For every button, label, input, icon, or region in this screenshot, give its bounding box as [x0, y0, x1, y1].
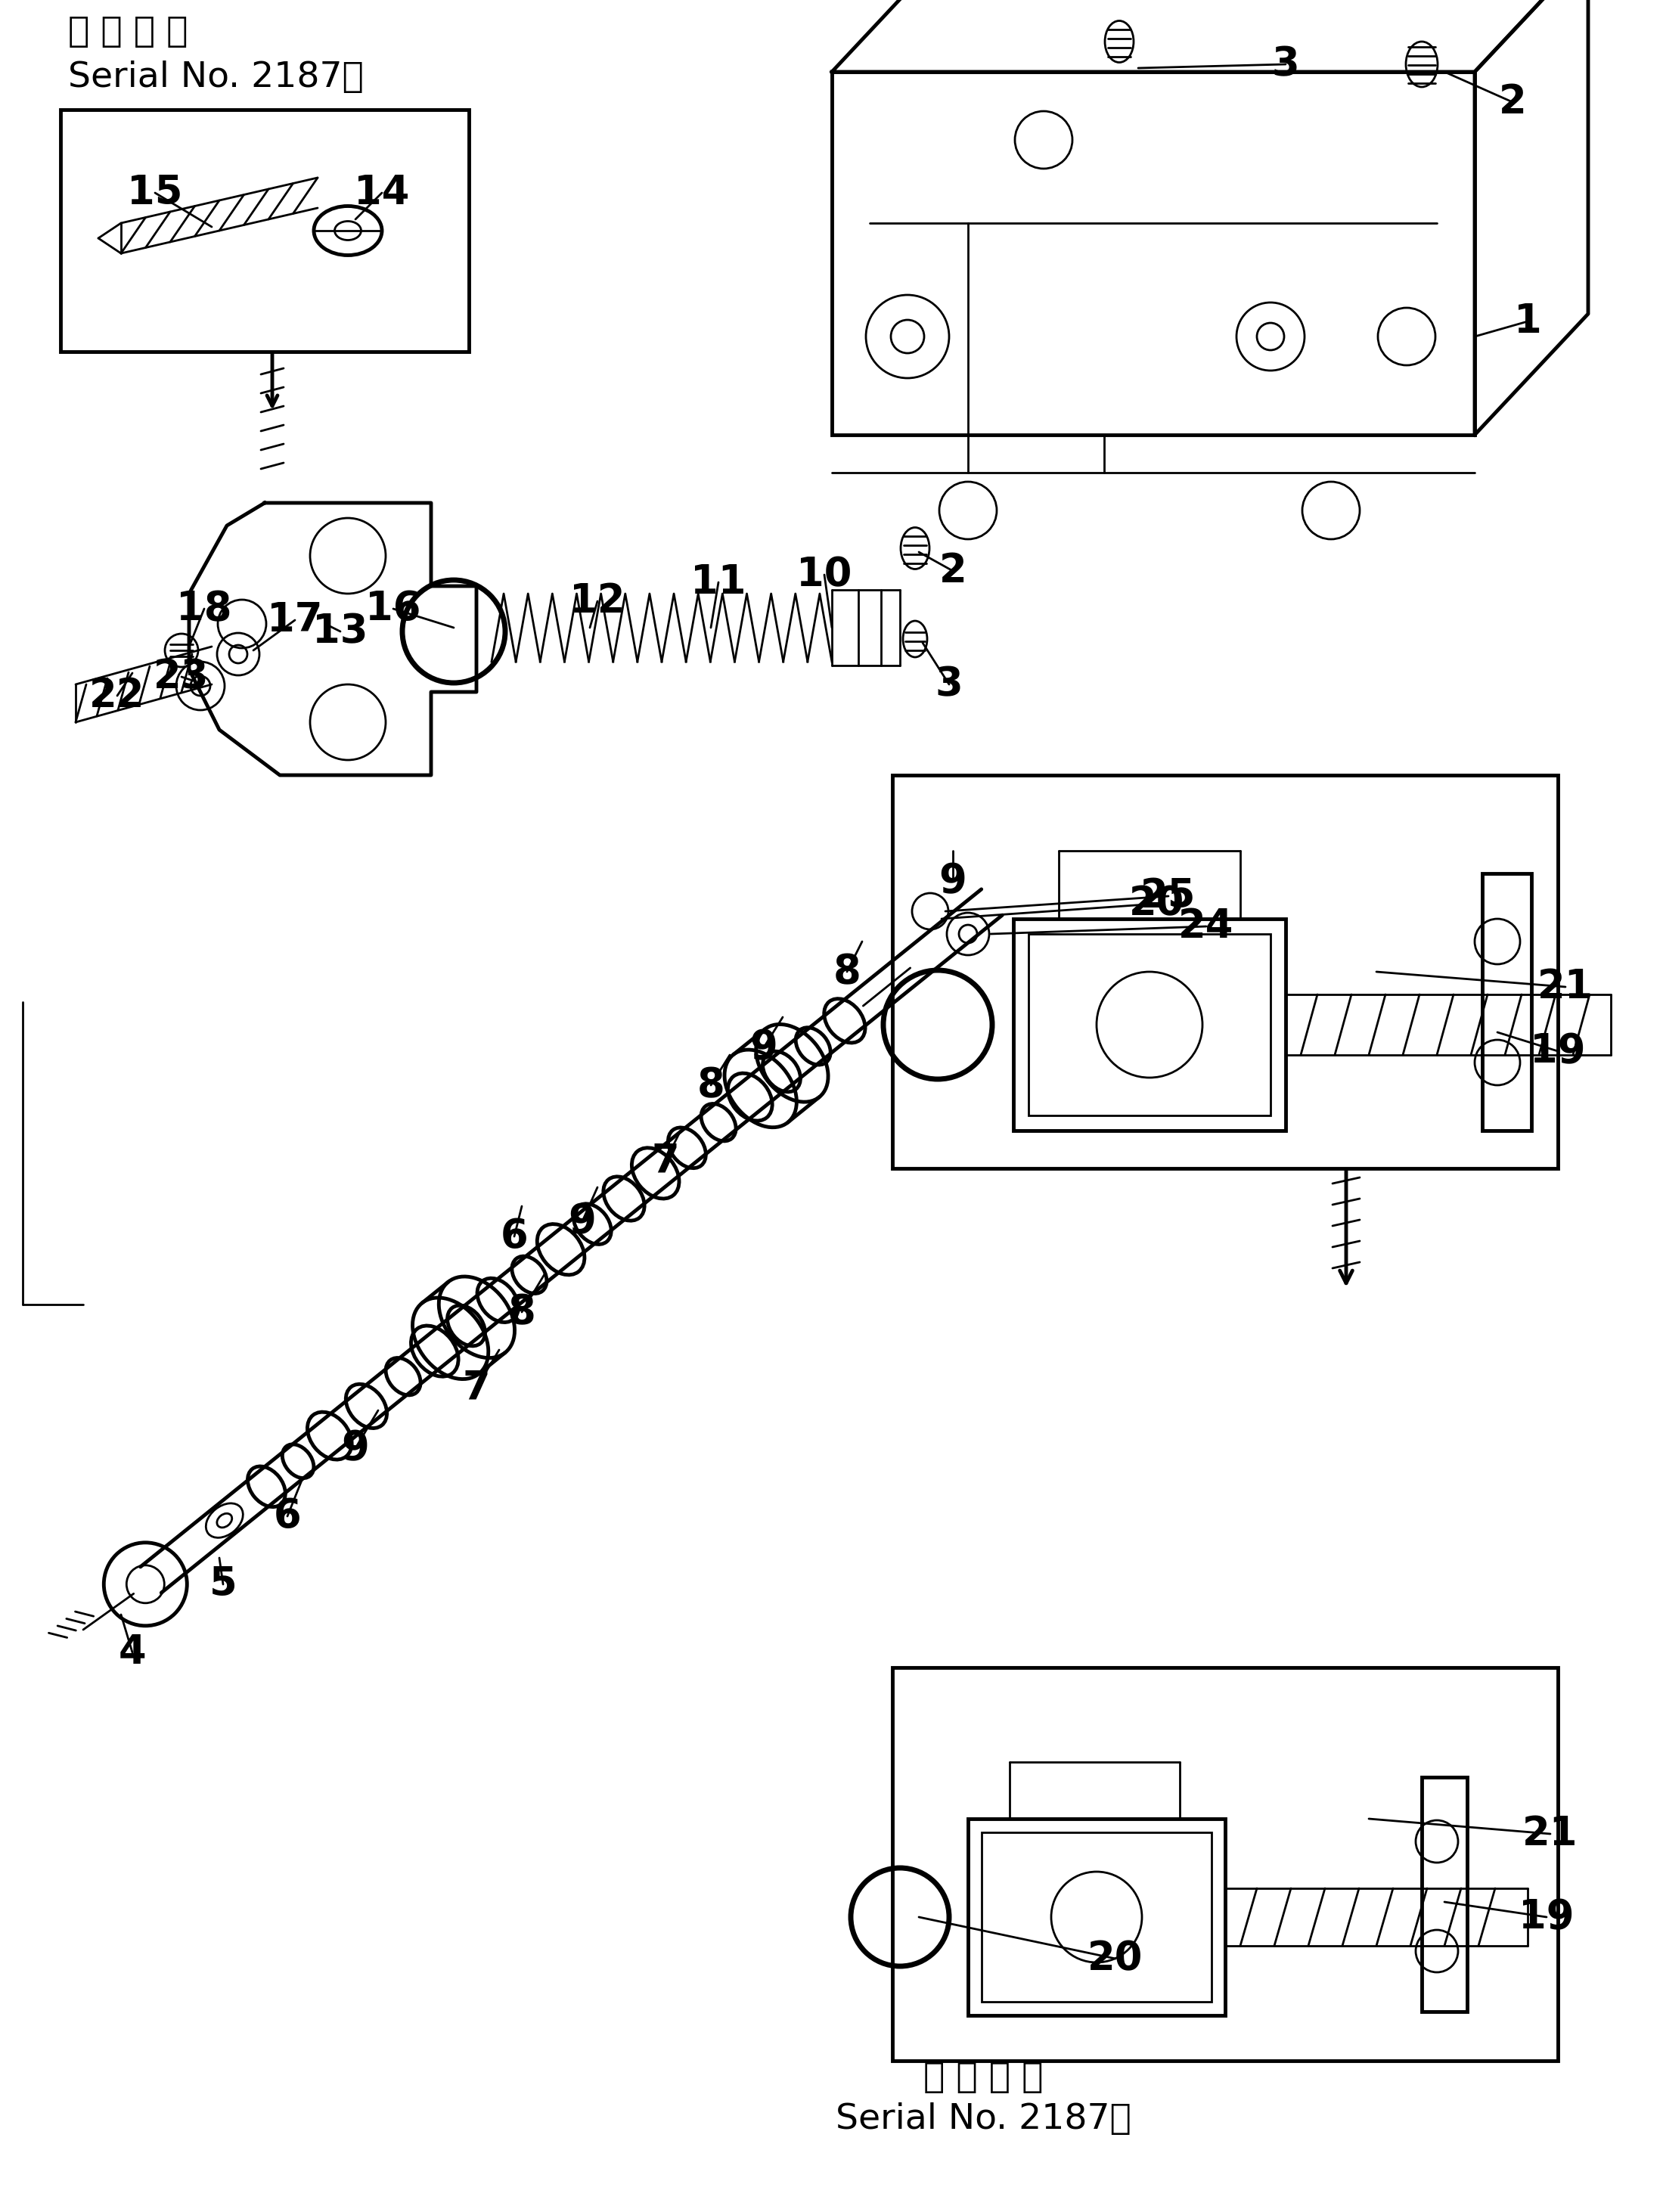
- Text: 20: 20: [1088, 1940, 1142, 1978]
- Text: 15: 15: [128, 173, 183, 212]
- Text: 19: 19: [1530, 1031, 1587, 1071]
- Text: Serial No. 2187～: Serial No. 2187～: [68, 60, 364, 95]
- Text: 18: 18: [176, 588, 231, 628]
- Text: 適 用 号 機: 適 用 号 機: [923, 2062, 1043, 2095]
- Text: 9: 9: [341, 1429, 369, 1469]
- Text: 7: 7: [652, 1141, 680, 1181]
- Text: 5: 5: [210, 1564, 236, 1604]
- Text: 23: 23: [153, 657, 210, 697]
- Text: 19: 19: [1518, 1898, 1575, 1938]
- Text: 7: 7: [462, 1367, 491, 1407]
- Text: 1: 1: [1513, 301, 1542, 341]
- Bar: [968, 1818, 1226, 2015]
- Bar: [893, 1668, 1558, 2062]
- Bar: [1013, 918, 1285, 1130]
- Text: 17: 17: [268, 599, 323, 639]
- Text: 適 用 号 機: 適 用 号 機: [68, 15, 188, 49]
- Text: 25: 25: [1141, 876, 1196, 916]
- Bar: [1028, 933, 1271, 1115]
- Text: 3: 3: [935, 666, 963, 703]
- Bar: [832, 71, 1475, 436]
- Text: 8: 8: [507, 1292, 535, 1332]
- Text: 11: 11: [690, 562, 747, 602]
- Text: 24: 24: [1179, 907, 1234, 947]
- Text: 16: 16: [366, 588, 421, 628]
- Text: 4: 4: [118, 1632, 146, 1672]
- Text: 12: 12: [570, 582, 625, 622]
- Text: 9: 9: [940, 860, 966, 900]
- Text: 8: 8: [697, 1066, 725, 1104]
- Text: 2: 2: [1498, 82, 1527, 122]
- Text: 8: 8: [833, 951, 861, 991]
- Text: 9: 9: [569, 1201, 597, 1241]
- Bar: [893, 774, 1558, 1168]
- Text: 9: 9: [750, 1029, 778, 1066]
- Text: 10: 10: [797, 555, 851, 595]
- Text: Serial No. 2187～: Serial No. 2187～: [835, 2101, 1131, 2137]
- Bar: [1422, 1776, 1467, 2011]
- Text: 22: 22: [90, 677, 145, 714]
- Text: 13: 13: [313, 613, 368, 650]
- Text: 6: 6: [501, 1217, 529, 1256]
- Text: 14: 14: [354, 173, 409, 212]
- Bar: [1482, 874, 1532, 1130]
- Text: 21: 21: [1523, 1814, 1578, 1854]
- Bar: [60, 111, 469, 352]
- Text: 2: 2: [940, 551, 966, 591]
- Text: 6: 6: [273, 1498, 301, 1535]
- Text: 20: 20: [1129, 885, 1184, 922]
- Text: 3: 3: [1272, 44, 1299, 84]
- Bar: [981, 1832, 1212, 2002]
- Text: 21: 21: [1538, 967, 1593, 1006]
